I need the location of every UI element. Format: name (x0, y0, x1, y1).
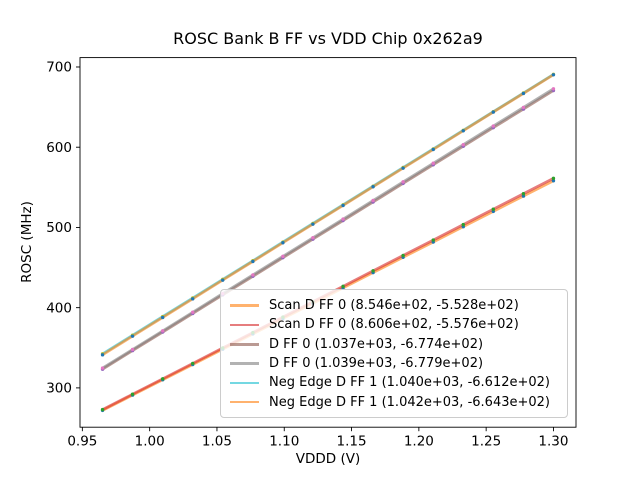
axes: 0.95 1.00 1.05 1.10 1.15 1.20 1.25 1.30 300 400 50… (46, 57, 577, 450)
data-point (371, 185, 375, 189)
series-line (101, 73, 555, 357)
x-tick-label: 1.15 (337, 434, 367, 450)
legend-swatch (230, 400, 259, 404)
data-point (251, 259, 255, 264)
x-tick-label: 1.20 (404, 434, 434, 450)
data-point (431, 161, 435, 165)
legend-label: Neg Edge D FF 1 (1.042e+03, -6.643e+02) (269, 394, 550, 410)
data-point (461, 142, 465, 147)
data-point (100, 366, 105, 370)
x-tick-label: 1.10 (269, 434, 299, 450)
axes-frame (79, 57, 577, 428)
legend-swatch (230, 381, 259, 385)
data-point (371, 269, 375, 273)
legend-item: D FF 0 (1.039e+03, -6.779e+02) (221, 354, 567, 373)
legend-label: D FF 0 (1.037e+03, -6.774e+02) (269, 336, 484, 352)
legend-swatch (230, 342, 259, 346)
series-lines (101, 73, 555, 412)
data-point (341, 284, 345, 289)
data-point (311, 222, 315, 226)
data-point (191, 297, 195, 301)
legend-item: Neg Edge D FF 1 (1.040e+03, -6.612e+02) (221, 373, 567, 392)
data-point (191, 310, 195, 314)
data-point (521, 105, 526, 110)
series-markers (100, 72, 556, 413)
y-tick-label: 400 (46, 300, 72, 316)
data-point (100, 353, 105, 357)
data-point (521, 91, 526, 96)
data-point (221, 278, 225, 282)
data-point (281, 254, 285, 259)
data-point (281, 241, 285, 245)
data-point (161, 329, 165, 333)
data-point (491, 124, 495, 128)
data-point (401, 253, 405, 258)
x-tick-label: 1.00 (135, 434, 165, 450)
x-axis-label: VDDD (V) (295, 451, 361, 467)
y-tick-label: 500 (46, 220, 72, 236)
y-tick-label: 300 (46, 381, 72, 397)
data-point (461, 129, 465, 133)
data-point (431, 238, 435, 242)
legend: Scan D FF 0 (8.546e+02, -5.528e+02) Scan … (220, 289, 568, 418)
legend-item: D FF 0 (1.037e+03, -6.774e+02) (221, 335, 567, 354)
data-point (130, 392, 135, 396)
legend-item: Scan D FF 0 (8.606e+02, -5.576e+02) (221, 315, 567, 334)
legend-item: Scan D FF 0 (8.546e+02, -5.528e+02) (221, 296, 567, 315)
data-point (371, 198, 375, 203)
series-line (101, 87, 555, 370)
data-point (431, 147, 435, 152)
data-point (551, 87, 556, 91)
x-tick-label: 1.05 (202, 434, 232, 450)
legend-label: D FF 0 (1.039e+03, -6.779e+02) (269, 356, 484, 372)
data-point (161, 377, 165, 381)
data-point (401, 166, 405, 170)
x-tick-label: 1.25 (471, 434, 501, 450)
data-point (251, 273, 255, 277)
data-point (130, 334, 135, 338)
legend-label: Scan D FF 0 (8.606e+02, -5.576e+02) (269, 317, 519, 333)
data-point (491, 207, 495, 211)
data-point (461, 222, 465, 227)
data-point (130, 347, 135, 352)
data-point (551, 73, 556, 77)
y-axis-label: ROSC (MHz) (19, 201, 35, 283)
chart-title: ROSC Bank B FF vs VDD Chip 0x262a9 (173, 29, 483, 48)
legend-item: Neg Edge D FF 1 (1.042e+03, -6.643e+02) (221, 392, 567, 411)
legend-label: Scan D FF 0 (8.546e+02, -5.528e+02) (269, 298, 519, 314)
legend-swatch (230, 304, 259, 307)
data-point (100, 407, 105, 412)
data-point (551, 179, 556, 183)
data-point (311, 236, 315, 240)
y-tick-label: 700 (46, 60, 72, 76)
data-point (161, 315, 165, 320)
data-point (551, 176, 556, 181)
x-tick-label: 0.95 (67, 434, 97, 450)
data-point (401, 180, 405, 184)
data-point (521, 192, 526, 196)
legend-swatch (230, 323, 259, 327)
legend-swatch (230, 362, 259, 365)
x-tick-label: 1.30 (538, 434, 568, 450)
data-point (521, 194, 526, 198)
data-point (191, 361, 195, 366)
data-point (341, 217, 345, 221)
legend-label: Neg Edge D FF 1 (1.040e+03, -6.612e+02) (269, 375, 550, 391)
y-tick-label: 600 (46, 140, 72, 156)
data-point (491, 110, 495, 114)
data-point (341, 203, 345, 208)
